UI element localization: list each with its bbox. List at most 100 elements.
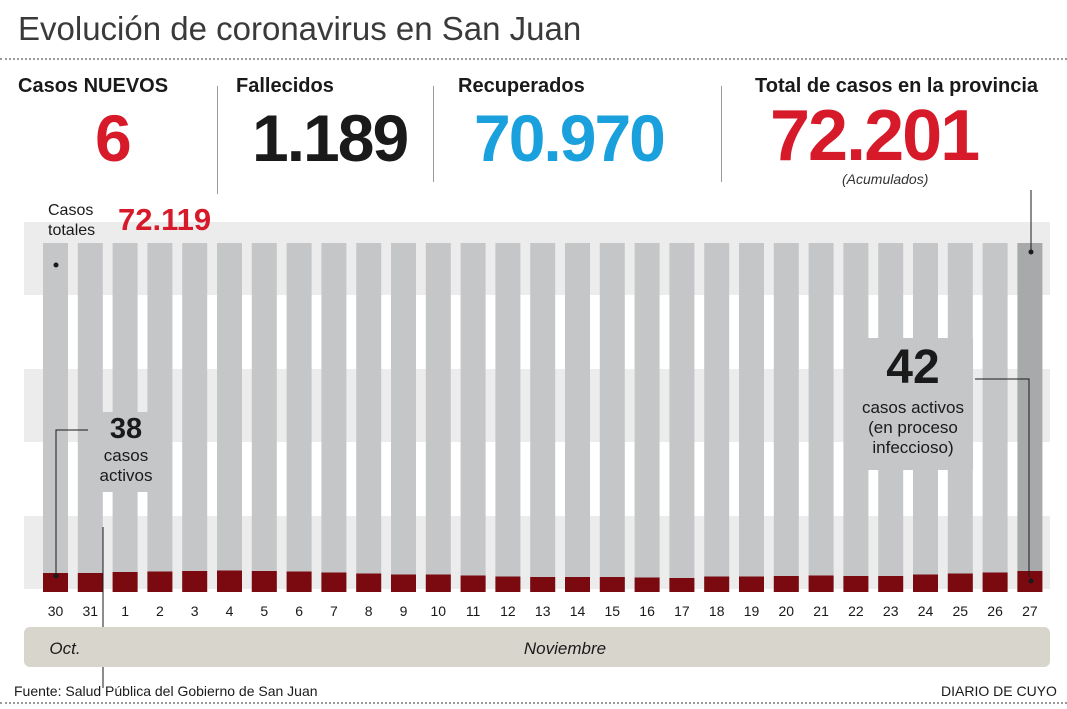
deaths-value: 1.189	[252, 101, 409, 175]
active-cases-bar	[147, 571, 173, 592]
start-total-label: Casos totales	[48, 201, 95, 241]
active-cases-bar	[356, 573, 382, 592]
total-cases-bar	[1017, 243, 1043, 592]
start-active-text: activos	[99, 466, 153, 485]
x-tick-label: 2	[156, 603, 164, 619]
active-cases-bar	[947, 573, 973, 592]
total-cases-bar	[286, 243, 312, 592]
x-tick-label: 27	[1022, 603, 1038, 619]
total-leader-dot	[1028, 249, 1034, 255]
brand-credit: DIARIO DE CUYO	[941, 683, 1057, 699]
total-cases-bar	[356, 243, 382, 592]
total-cases-bar	[599, 243, 625, 592]
month-label-oct: Oct.	[49, 639, 80, 658]
active-cases-bar	[530, 577, 556, 592]
total-cases-bar	[739, 243, 764, 592]
x-tick-label: 17	[674, 603, 690, 619]
month-band	[24, 627, 1050, 667]
end-active-dot	[1028, 578, 1034, 584]
x-tick-label: 3	[191, 603, 199, 619]
total-note: (Acumulados)	[842, 171, 929, 187]
active-cases-bar	[495, 576, 521, 592]
start-active-box: 38 casos activos	[88, 412, 164, 492]
end-active-text: infeccioso)	[872, 438, 954, 457]
end-active-text: (en proceso	[868, 418, 958, 437]
total-cases-bar	[460, 243, 486, 592]
x-tick-label: 21	[813, 603, 829, 619]
end-active-box: 42 casos activos (en proceso infeccioso)	[853, 338, 973, 470]
x-tick-label: 7	[330, 603, 338, 619]
x-tick-label: 1	[121, 603, 129, 619]
total-cases-bar	[217, 243, 242, 592]
total-cases-bar	[251, 243, 277, 592]
new-cases-label: Casos NUEVOS	[18, 75, 169, 97]
start-total-dot	[53, 262, 59, 268]
active-cases-bar	[425, 574, 451, 592]
active-cases-bar	[321, 572, 347, 592]
active-cases-bar	[251, 571, 277, 592]
x-tick-label: 5	[260, 603, 268, 619]
end-active-leader	[975, 378, 1030, 577]
x-tick-label: 24	[918, 603, 934, 619]
x-tick-label: 15	[605, 603, 621, 619]
x-tick-label: 20	[779, 603, 795, 619]
active-cases-bar	[565, 577, 590, 592]
active-cases-bar	[182, 571, 208, 592]
x-tick-label: 25	[953, 603, 969, 619]
new-cases-value: 6	[95, 101, 132, 175]
total-cases-bar	[634, 243, 660, 592]
start-total-label-line: totales	[48, 222, 96, 239]
x-tick-label: 12	[500, 603, 516, 619]
active-cases-bar	[913, 574, 938, 592]
x-tick-label: 23	[883, 603, 899, 619]
start-active-value: 38	[109, 413, 143, 445]
active-cases-bar	[878, 576, 904, 592]
recovered-label: Recuperados	[458, 75, 585, 97]
active-cases-bar	[773, 576, 799, 592]
active-cases-bar	[704, 576, 730, 592]
footer-divider	[0, 702, 1067, 704]
stat-separator	[721, 86, 722, 182]
active-cases-bar	[669, 578, 695, 592]
x-tick-label: 6	[295, 603, 303, 619]
active-cases-bar	[808, 575, 834, 592]
active-cases-bar	[460, 575, 486, 592]
total-cases-bar	[565, 243, 590, 592]
month-label-nov: Noviembre	[524, 639, 606, 658]
total-label: Total de casos en la provincia	[755, 75, 1039, 97]
x-tick-label: 8	[365, 603, 373, 619]
total-cases-bar	[982, 243, 1008, 592]
active-cases-bar	[982, 572, 1008, 592]
x-tick-label: 14	[570, 603, 586, 619]
start-total-value: 72.119	[118, 202, 212, 237]
total-cases-bar	[425, 243, 451, 592]
x-tick-label: 13	[535, 603, 551, 619]
total-cases-bar	[321, 243, 347, 592]
total-cases-bar	[495, 243, 521, 592]
x-tick-label: 9	[400, 603, 408, 619]
active-cases-bar	[43, 573, 68, 592]
active-cases-bar	[843, 576, 869, 592]
active-cases-bar	[112, 572, 138, 592]
x-tick-label: 10	[431, 603, 447, 619]
start-active-dot	[53, 573, 59, 579]
active-cases-bar	[634, 577, 660, 592]
deaths-label: Fallecidos	[236, 75, 334, 97]
chart-title: Evolución de coronavirus en San Juan	[18, 10, 582, 47]
x-tick-label: 18	[709, 603, 725, 619]
source-note: Fuente: Salud Pública del Gobierno de Sa…	[14, 683, 318, 699]
x-tick-label: 22	[848, 603, 864, 619]
start-total-label-line: Casos	[48, 202, 94, 219]
x-tick-label: 19	[744, 603, 760, 619]
x-tick-label: 4	[226, 603, 234, 619]
total-cases-bar	[808, 243, 834, 592]
total-cases-bar	[182, 243, 208, 592]
total-cases-bar	[773, 243, 799, 592]
x-tick-label: 30	[48, 603, 64, 619]
stat-separator	[433, 86, 434, 182]
total-cases-bar	[704, 243, 730, 592]
stat-separator	[217, 86, 218, 194]
active-cases-bar	[739, 576, 764, 592]
end-active-text: casos activos	[861, 398, 965, 417]
x-tick-label: 11	[466, 603, 481, 619]
